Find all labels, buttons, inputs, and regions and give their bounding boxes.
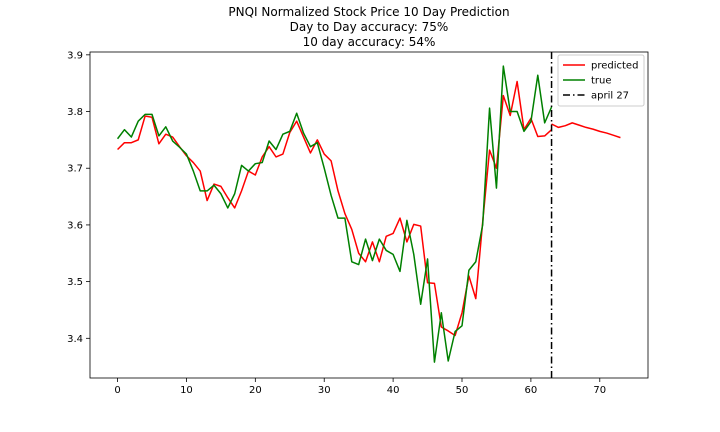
series-true-line [116,65,553,363]
chart-subtitle-2: 10 day accuracy: 54% [303,35,436,49]
chart-subtitle-1: Day to Day accuracy: 75% [290,20,449,34]
legend-label: true [591,76,612,87]
x-tick-label: 0 [114,385,120,396]
legend-label: april 27 [591,91,629,102]
y-tick-label: 3.8 [67,107,83,118]
plot-frame [89,51,649,379]
x-tick-label: 50 [456,385,469,396]
y-tick-label: 3.9 [67,50,83,61]
legend: predicted true april 27 [557,54,645,107]
y-tick-label: 3.6 [67,220,83,231]
y-axis: 3.4 3.5 3.6 3.7 3.8 3.9 [67,50,90,345]
x-axis: 0 10 20 30 40 50 60 70 [114,378,606,396]
x-tick-label: 70 [593,385,606,396]
plot-content [116,52,621,378]
x-tick-label: 30 [318,385,331,396]
series-forecast-line [551,122,621,139]
x-tick-label: 20 [249,385,262,396]
y-tick-label: 3.4 [67,334,83,345]
legend-label: predicted [591,61,638,72]
x-tick-label: 10 [180,385,193,396]
x-tick-label: 40 [387,385,400,396]
series-predicted-line [117,80,553,337]
y-tick-label: 3.7 [67,164,83,175]
x-tick-label: 60 [525,385,538,396]
y-tick-label: 3.5 [67,277,83,288]
chart-title: PNQI Normalized Stock Price 10 Day Predi… [228,5,509,19]
legend-box [557,54,645,107]
